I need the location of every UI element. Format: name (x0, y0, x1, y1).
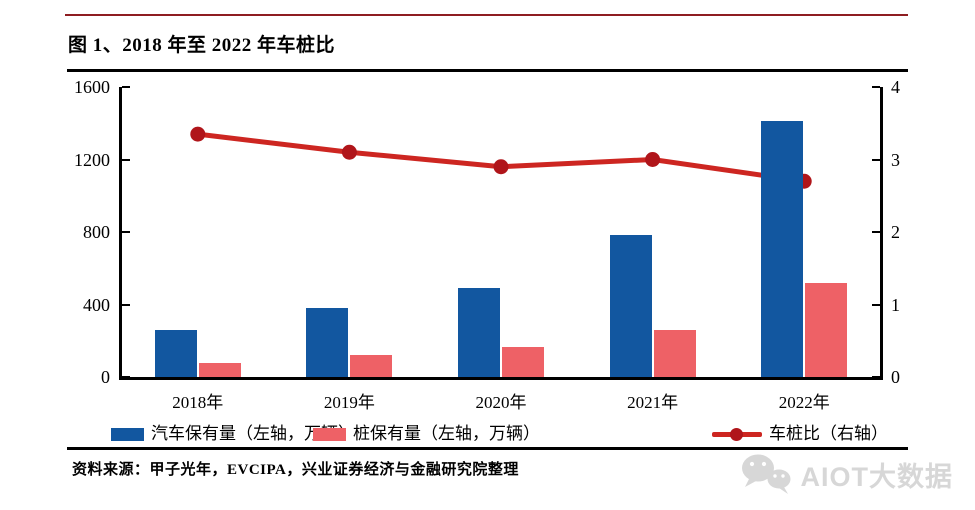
legend-item-car: 汽车保有量（左轴，万辆） (111, 424, 355, 444)
right-axis-tick (872, 376, 880, 378)
right-axis-tick (872, 86, 880, 88)
legend-label-ratio: 车桩比（右轴） (769, 424, 888, 443)
left-axis-tick (122, 86, 130, 88)
left-axis-label-1600: 1600 (74, 77, 110, 97)
right-axis-tick (872, 158, 880, 161)
bar-car-2020年 (458, 287, 500, 377)
ratio-point-2021年 (645, 152, 661, 167)
legend-swatch-pile-icon (313, 427, 346, 441)
ratio-line-layer (190, 126, 812, 189)
right-axis-tick (872, 303, 880, 306)
left-axis-label-800: 800 (83, 222, 110, 242)
bar-pile-2022年 (805, 282, 848, 377)
bar-car-2021年 (609, 234, 652, 377)
bar-car-2019年 (306, 307, 349, 377)
bar-pile-2020年 (502, 346, 544, 377)
x-axis-label-2019年: 2019年 (323, 393, 375, 412)
figure-title: 图 1、2018 年至 2022 年车桩比 (68, 35, 336, 56)
bar-car-2022年 (761, 121, 804, 377)
legend-line-marker-icon (712, 427, 762, 441)
x-axis-label-2018年: 2018年 (172, 393, 224, 412)
right-axis-label-1: 1 (891, 294, 900, 315)
legend-label-car: 汽车保有量（左轴，万辆） (151, 424, 355, 443)
right-axis-label-0: 0 (891, 367, 900, 387)
left-axis-label-1200: 1200 (74, 149, 110, 170)
right-axis-label-2: 2 (891, 222, 900, 242)
x-axis-label-2020年: 2020年 (475, 393, 527, 412)
left-axis-tick (122, 231, 130, 233)
legend-divider-rule (67, 447, 908, 450)
left-axis-label-0: 0 (101, 367, 110, 387)
legend-item-ratio: 车桩比（右轴） (712, 424, 888, 444)
right-axis-label-3: 3 (891, 149, 900, 170)
ratio-point-2020年 (493, 159, 509, 175)
right-axis-tick (872, 231, 880, 233)
bar-pile-2019年 (350, 354, 393, 377)
left-axis-label-400: 400 (83, 294, 110, 315)
legend-item-pile: 桩保有量（左轴，万辆） (313, 424, 540, 444)
legend-label-pile: 桩保有量（左轴，万辆） (353, 424, 540, 443)
x-axis-label-2021年: 2021年 (627, 393, 679, 412)
right-axis-label-4: 4 (891, 77, 900, 97)
title-divider-rule (67, 69, 908, 72)
watermark: AIOT大数据 (739, 452, 954, 496)
bar-car-2018年 (154, 329, 197, 377)
ratio-point-2019年 (341, 144, 357, 160)
left-axis-tick (122, 376, 130, 378)
wechat-logo-icon (741, 454, 790, 494)
left-axis-tick (122, 158, 130, 161)
top-accent-rule (65, 14, 908, 16)
x-axis-label-2022年: 2022年 (778, 393, 830, 412)
source-note: 资料来源：甲子光年，EVCIPA，兴业证券经济与金融研究院整理 (72, 462, 519, 478)
bar-pile-2018年 (198, 362, 241, 377)
ratio-point-2018年 (190, 126, 206, 142)
watermark-text: AIOT大数据 (800, 461, 953, 492)
left-axis-tick (122, 303, 130, 306)
plot-area (119, 86, 883, 380)
legend-swatch-car-icon (111, 427, 144, 441)
bar-pile-2021年 (653, 329, 696, 377)
